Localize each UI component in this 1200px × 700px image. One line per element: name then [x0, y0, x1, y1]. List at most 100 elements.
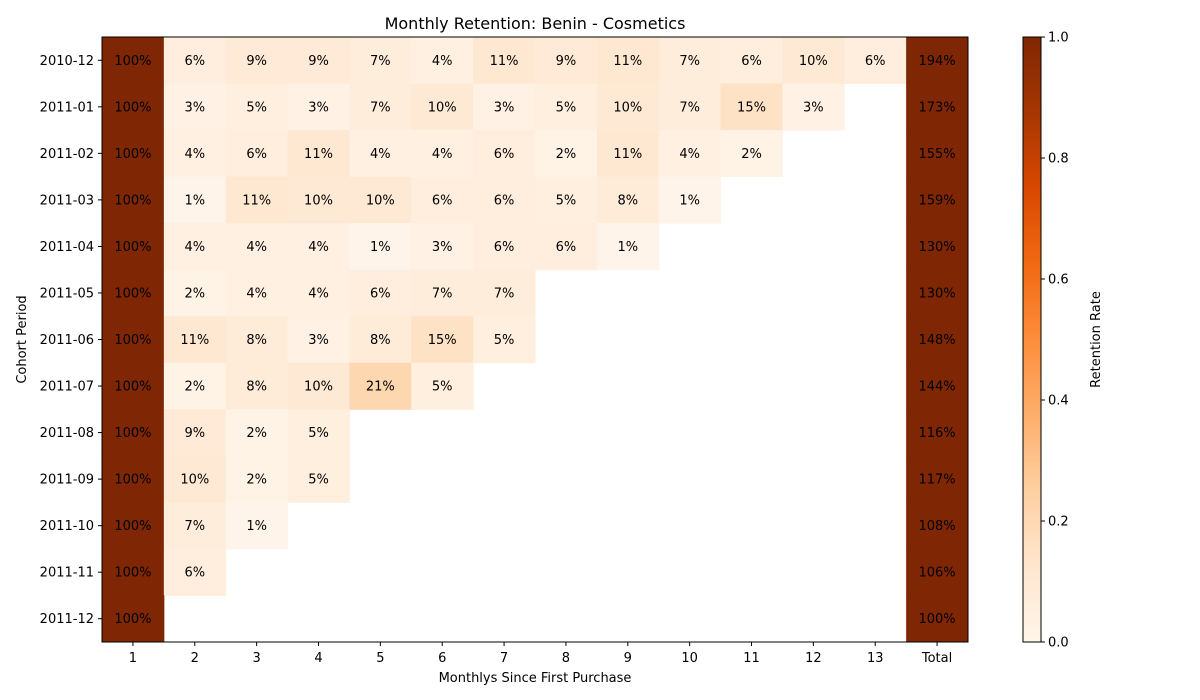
heatmap-cell	[225, 316, 289, 364]
cell-value-label: 11%	[613, 54, 642, 69]
heatmap-cell	[473, 37, 536, 85]
cell-value-label: 11%	[242, 193, 271, 208]
heatmap-cell	[720, 37, 783, 85]
cell-value-label: 100%	[114, 519, 151, 534]
cell-value-label: 4%	[308, 286, 329, 301]
heatmap-cell	[102, 502, 165, 550]
cell-value-label: 3%	[803, 100, 824, 115]
cell-value-label: 1%	[184, 193, 205, 208]
heatmap-cell	[473, 130, 536, 178]
cell-value-label: 100%	[114, 612, 151, 627]
colorbar-ticks: 0.0 0.2 0.4 0.6 0.8 1.0	[1041, 31, 1069, 651]
heatmap-cell	[102, 455, 165, 503]
heatmap-cell	[287, 130, 350, 178]
heatmap-cell	[102, 83, 165, 131]
cell-value-label: 4%	[246, 286, 267, 301]
cell-value-label: 8%	[246, 333, 267, 348]
heatmap-cell	[349, 176, 412, 224]
cell-value-label: 6%	[865, 54, 886, 69]
cell-value-label: 4%	[308, 240, 329, 255]
heatmap-cell	[102, 316, 165, 364]
colorbar-tick-label: 1.0	[1048, 31, 1069, 46]
cell-value-label: 116%	[918, 426, 955, 441]
x-tick-label: 10	[681, 651, 698, 666]
cell-value-label: 8%	[617, 193, 638, 208]
heatmap-cell	[473, 269, 536, 317]
heatmap-cell	[349, 37, 412, 85]
cell-value-label: 100%	[114, 240, 151, 255]
cell-value-label: 10%	[428, 100, 457, 115]
cell-value-label: 7%	[432, 286, 453, 301]
cell-value-label: 7%	[370, 100, 391, 115]
cell-value-label: 130%	[918, 240, 955, 255]
cell-value-label: 10%	[180, 473, 209, 488]
cell-value-label: 1%	[246, 519, 267, 534]
y-tick-label: 2011-10	[40, 519, 94, 534]
y-tick-label: 2011-02	[40, 147, 94, 162]
heatmap-cell	[411, 130, 474, 178]
cell-value-label: 2%	[741, 147, 762, 162]
heatmap-cell	[225, 83, 289, 131]
cell-value-label: 130%	[918, 286, 955, 301]
heatmap-cell	[658, 37, 722, 85]
cell-value-label: 144%	[918, 380, 955, 395]
heatmap-cell	[658, 176, 722, 224]
heatmap-cell	[596, 176, 660, 224]
heatmap-cell	[844, 37, 907, 85]
cell-value-label: 6%	[741, 54, 762, 69]
colorbar-tick-label: 0.4	[1048, 394, 1069, 409]
x-tick-label: 6	[438, 651, 446, 666]
cell-value-label: 9%	[246, 54, 267, 69]
heatmap-cell	[906, 595, 969, 643]
heatmap-cell	[658, 130, 722, 178]
cell-value-label: 4%	[370, 147, 391, 162]
cell-value-label: 4%	[432, 147, 453, 162]
heatmap-cell	[906, 316, 969, 364]
heatmap-cell	[411, 269, 474, 317]
cell-value-label: 148%	[918, 333, 955, 348]
heatmap-cell	[349, 316, 412, 364]
cell-value-label: 10%	[799, 54, 828, 69]
cell-value-label: 9%	[308, 54, 329, 69]
heatmap-cell	[287, 362, 350, 410]
heatmap-cell	[163, 502, 227, 550]
cell-value-label: 100%	[114, 380, 151, 395]
x-tick-label: 2	[191, 651, 199, 666]
cell-value-label: 5%	[308, 426, 329, 441]
cell-value-label: 6%	[494, 147, 515, 162]
heatmap-cell	[163, 130, 227, 178]
heatmap-cell	[473, 223, 536, 271]
cell-value-label: 4%	[432, 54, 453, 69]
cell-value-label: 100%	[114, 147, 151, 162]
cell-value-label: 15%	[737, 100, 766, 115]
heatmap-cell	[225, 362, 289, 410]
cell-value-label: 5%	[556, 100, 577, 115]
cell-value-label: 6%	[432, 193, 453, 208]
cell-value-label: 100%	[114, 426, 151, 441]
cell-value-label: 7%	[494, 286, 515, 301]
cell-value-label: 3%	[494, 100, 515, 115]
cell-value-label: 100%	[114, 333, 151, 348]
y-tick-label: 2011-04	[40, 240, 94, 255]
heatmap-cell	[906, 269, 969, 317]
cell-value-label: 100%	[114, 566, 151, 581]
heatmap-cell	[535, 223, 598, 271]
cell-value-label: 6%	[556, 240, 577, 255]
cell-value-label: 11%	[180, 333, 209, 348]
heatmap-cell	[349, 223, 412, 271]
cell-value-label: 108%	[918, 519, 955, 534]
x-axis-ticks: 1 2 3 4 5 6 7 8 9 10 11 12 13 Total	[129, 642, 952, 666]
heatmap-cell	[906, 223, 969, 271]
heatmap-cell	[596, 83, 660, 131]
cell-value-label: 8%	[370, 333, 391, 348]
cell-value-label: 6%	[184, 54, 205, 69]
x-tick-label: 8	[562, 651, 570, 666]
cell-value-label: 9%	[556, 54, 577, 69]
y-tick-label: 2011-05	[40, 286, 94, 301]
y-axis-ticks: 2010-12 2011-01 2011-02 2011-03 2011-04 2011-…	[40, 54, 102, 627]
heatmap-cell	[287, 176, 350, 224]
heatmap-cell	[287, 455, 350, 503]
heatmap-cell	[163, 269, 227, 317]
x-tick-label: 9	[624, 651, 632, 666]
cell-value-label: 15%	[428, 333, 457, 348]
